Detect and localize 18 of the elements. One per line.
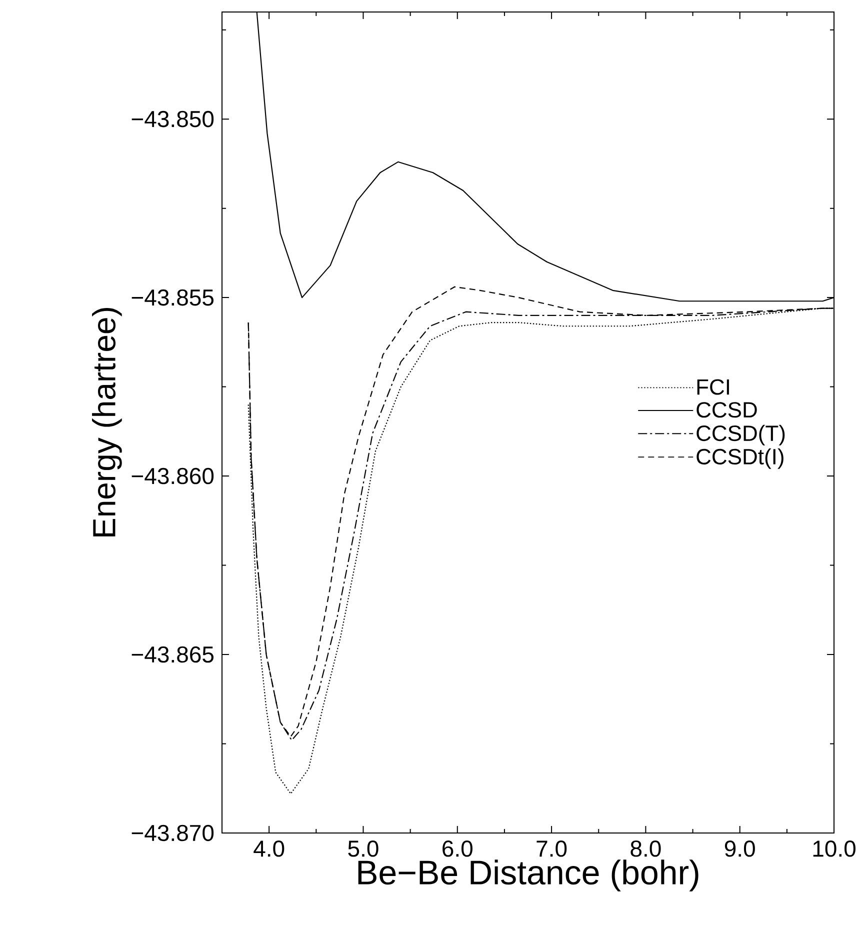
x-tick-label: 8.0 [630,840,661,857]
x-axis-title: Be−Be Distance (bohr) [358,860,698,892]
x-tick-label: 6.0 [442,840,472,857]
legend-label: CCSDt(I) [696,448,784,469]
x-tick-label: 5.0 [348,840,378,857]
x-tick-label: 10.0 [813,840,856,857]
y-tick-label: −43.850 [132,110,214,128]
y-axis-title: Energy (hartree) [92,308,122,536]
y-tick-label: −43.855 [132,289,214,306]
y-tick-label: −43.870 [132,824,214,842]
y-tick-label: −43.865 [132,646,214,663]
y-tick-label: −43.860 [132,468,214,484]
x-tick-label: 7.0 [536,840,567,857]
legend-label: CCSD(T) [696,424,785,446]
x-tick-label: 9.0 [724,840,755,857]
legend-label: CCSD [696,402,757,418]
x-tick-label: 4.0 [254,840,284,857]
legend-label: FCI [697,379,729,395]
